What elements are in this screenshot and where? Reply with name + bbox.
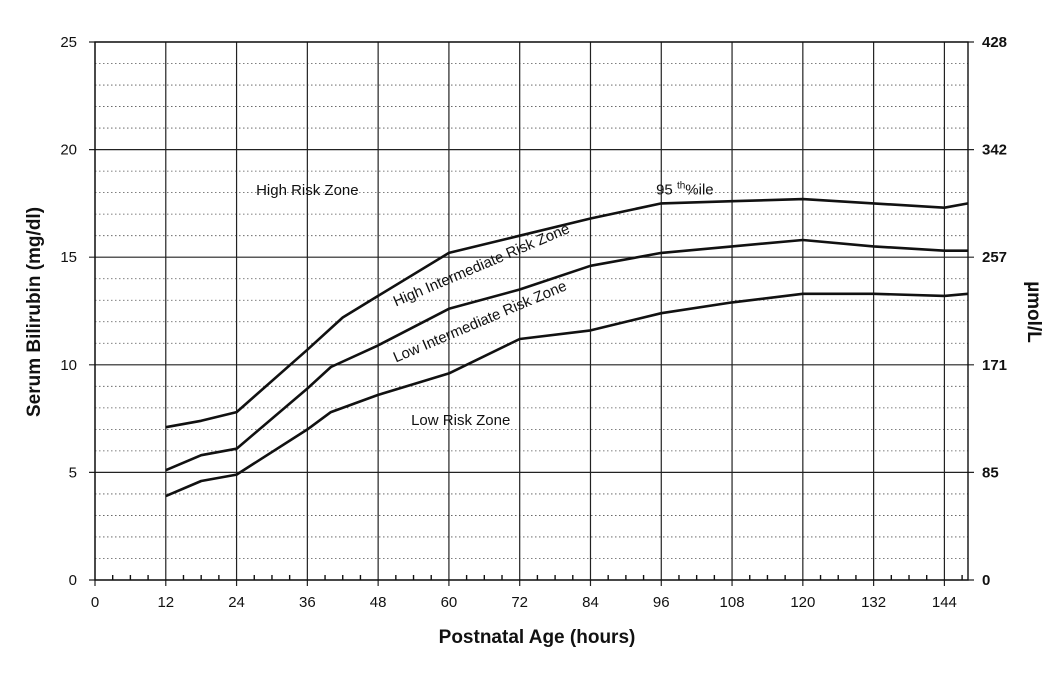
series-line-3: [165, 292, 969, 498]
y-tick-label-20: 20: [60, 142, 77, 159]
x-tick-label-12: 12: [157, 594, 174, 611]
x-tick-label-96: 96: [653, 594, 670, 611]
zone-label-low-risk: Low Risk Zone: [411, 412, 510, 429]
y2-axis-title: µmol/L: [1023, 281, 1044, 343]
series-line-1: [165, 197, 969, 429]
y-tick-label-10: 10: [60, 357, 77, 374]
y-tick-label-25: 25: [60, 34, 77, 51]
y-axis-title: Serum Bilirubin (mg/dl): [24, 207, 45, 417]
x-tick-label-0: 0: [91, 594, 99, 611]
series-layer: [165, 197, 969, 498]
y-tick-label-15: 15: [60, 249, 77, 266]
zone-label-high-risk: High Risk Zone: [256, 182, 359, 199]
y2-tick-label-428: 428: [982, 34, 1007, 51]
x-tick-label-72: 72: [511, 594, 528, 611]
x-tick-label-48: 48: [370, 594, 387, 611]
y2-tick-label-342: 342: [982, 142, 1007, 159]
x-tick-label-84: 84: [582, 594, 599, 611]
percentile-label: 95 th%ile: [656, 180, 714, 198]
y2-tick-label-171: 171: [982, 357, 1007, 374]
y2-tick-label-0: 0: [982, 572, 990, 589]
x-tick-label-132: 132: [861, 594, 886, 611]
series-line-2: [165, 238, 968, 472]
x-tick-label-108: 108: [720, 594, 745, 611]
y-tick-label-0: 0: [69, 572, 77, 589]
y2-tick-label-85: 85: [982, 464, 999, 481]
plot-frame: [94, 41, 969, 581]
x-tick-label-144: 144: [932, 594, 957, 611]
y2-tick-label-257: 257: [982, 249, 1007, 266]
y-tick-label-5: 5: [69, 464, 77, 481]
x-axis-title: Postnatal Age (hours): [439, 627, 636, 648]
x-tick-label-120: 120: [790, 594, 815, 611]
tick-layer: 0 12 24 36 48 60 72 84 96 108 120 132 144 0 5 10 15 20 25 0…: [60, 34, 1007, 611]
x-tick-label-36: 36: [299, 594, 316, 611]
grid-layer: [89, 41, 974, 586]
x-tick-label-60: 60: [441, 594, 458, 611]
x-tick-label-24: 24: [228, 594, 245, 611]
